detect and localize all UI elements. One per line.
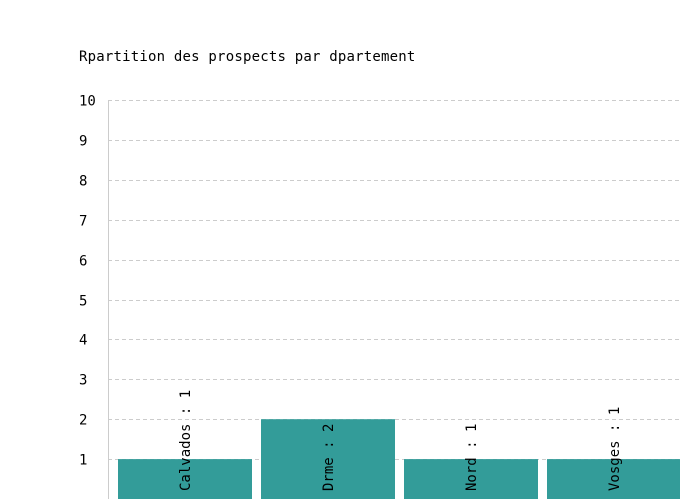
- y-tick-label: 4: [79, 333, 87, 349]
- y-tick-label: 2: [79, 413, 87, 429]
- y-tick-label: 7: [79, 214, 87, 230]
- bar-data-label: Nord : 1: [464, 424, 480, 491]
- y-tick-label: 1: [79, 453, 87, 469]
- bar-nord: [404, 459, 538, 499]
- y-tick-label: 5: [79, 294, 87, 310]
- bar-data-label: Calvados : 1: [178, 390, 194, 491]
- bar-data-label: Drme : 2: [321, 424, 337, 491]
- bar-data-label: Vosges : 1: [607, 407, 623, 491]
- y-tick-label: 8: [79, 174, 87, 190]
- y-tick-label: 3: [79, 373, 87, 389]
- y-tick-label: 9: [79, 134, 87, 150]
- bar-vosges: [547, 459, 680, 499]
- y-tick-label: 10: [79, 94, 96, 110]
- chart-title: Rpartition des prospects par dpartement: [79, 49, 416, 65]
- bar-drme: [261, 419, 395, 499]
- y-tick-label: 6: [79, 254, 87, 270]
- bar-calvados: [118, 459, 252, 499]
